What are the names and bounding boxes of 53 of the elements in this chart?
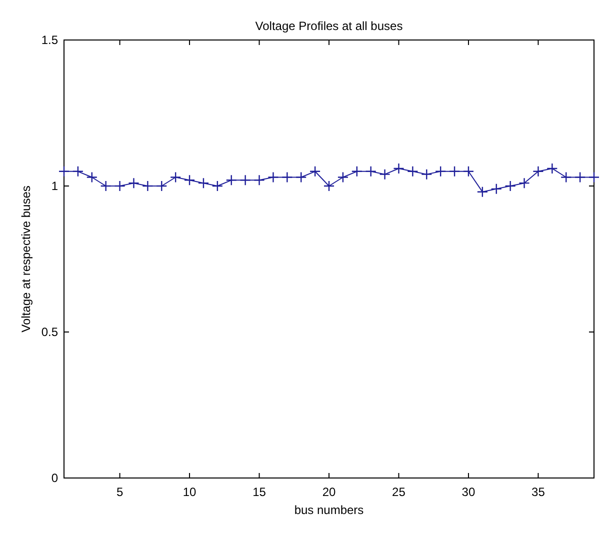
point [100,180,112,192]
x-tick-label: 10 [182,485,197,499]
point [226,174,237,186]
y-axis-title: Voltage at respective buses [19,186,33,332]
point [86,172,98,183]
point [58,166,70,177]
point [282,172,293,183]
point [309,166,321,177]
point [490,183,502,195]
point [170,172,182,183]
chart-title: Voltage Profiles at all buses [255,19,403,33]
x-tick-label: 20 [322,485,336,499]
point [184,174,196,186]
x-axis-title: bus numbers [294,503,364,517]
x-tick-label: 5 [116,485,124,499]
y-tick-label: 0 [51,471,58,485]
point [72,166,84,177]
point [532,166,544,177]
point [518,177,530,189]
point [365,166,376,177]
x-tick-label: 25 [392,485,406,499]
point [393,162,404,174]
point [560,172,572,183]
point [462,166,474,177]
point [114,180,126,192]
point [448,166,460,177]
point [268,172,279,183]
y-tick-label: 1.5 [41,33,58,47]
y-tick-label: 0.5 [41,325,58,339]
point [504,180,516,192]
point [379,168,390,180]
point [128,177,140,189]
point [546,162,558,174]
point [337,172,349,183]
point [212,180,224,192]
x-tick-label: 15 [252,485,266,499]
point [156,180,168,192]
point [323,180,335,192]
point [588,172,600,183]
point [296,172,307,183]
point [407,166,418,177]
point [198,177,210,189]
point [240,174,251,186]
y-tick-label: 1 [51,179,58,193]
x-tick-label: 35 [532,485,546,499]
x-tick-label: 30 [462,485,476,499]
point [421,168,432,180]
point [254,174,265,186]
point [142,180,154,192]
point [476,186,488,198]
point [434,166,446,177]
point [574,172,586,183]
point [351,166,362,177]
